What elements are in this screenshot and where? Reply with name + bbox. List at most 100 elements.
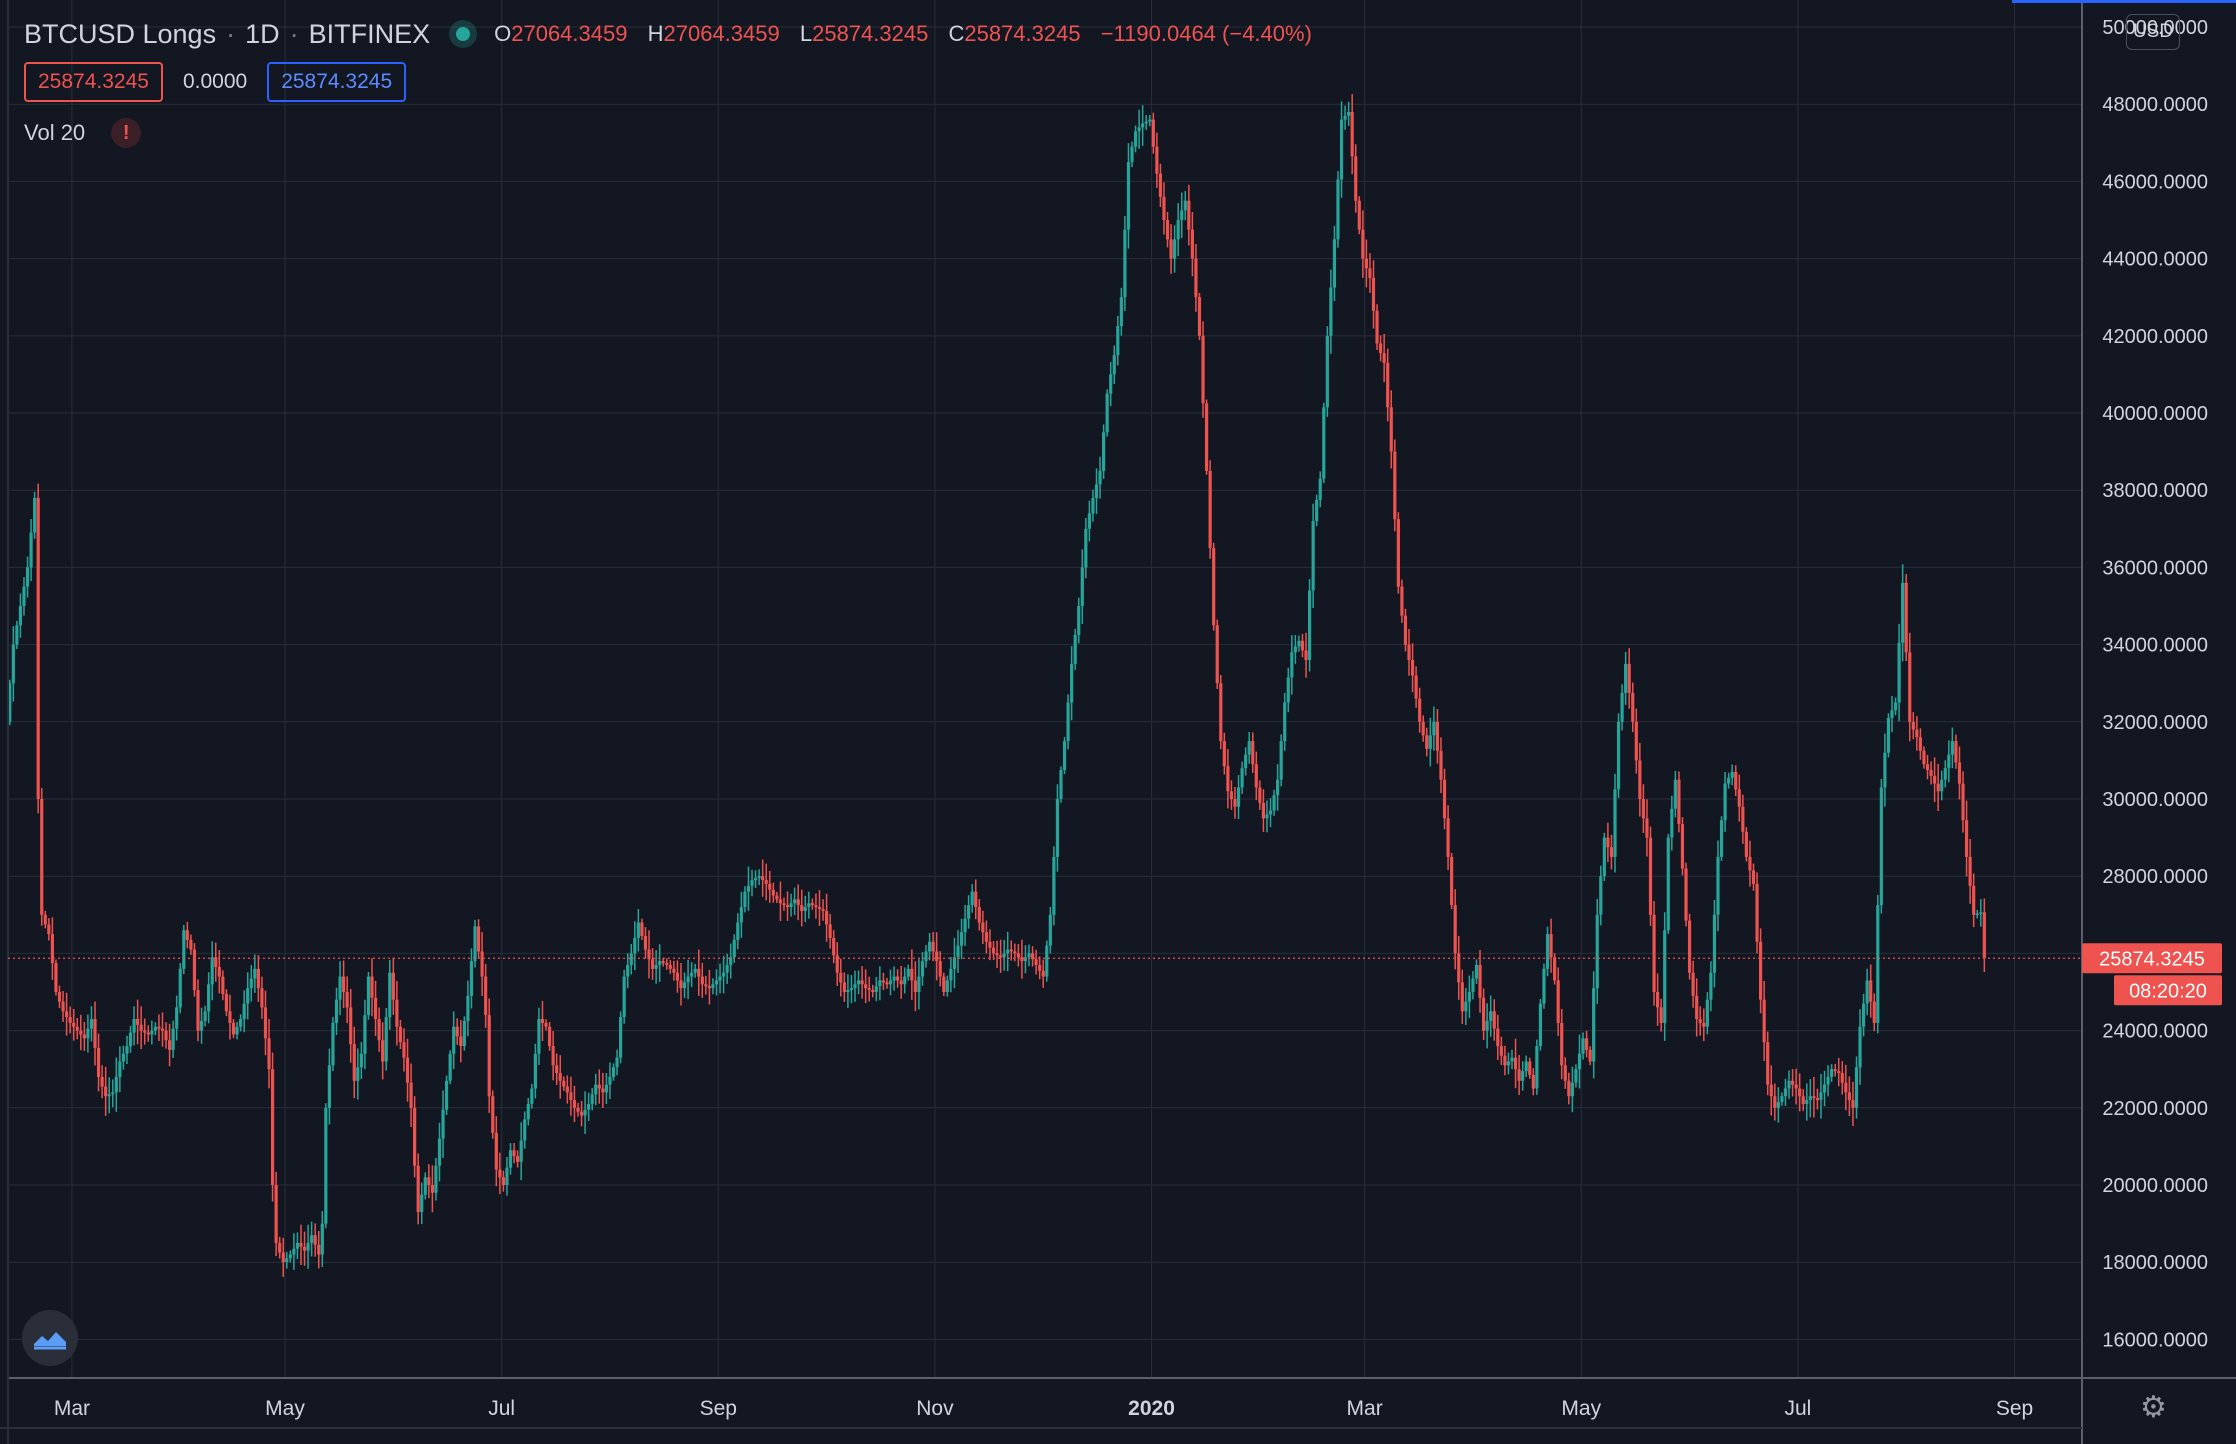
candle-body	[679, 980, 683, 989]
candle-body	[1201, 335, 1205, 404]
candle-body	[199, 1020, 204, 1031]
candle-body	[1116, 326, 1120, 356]
candle-body	[1446, 818, 1450, 857]
candle-body	[1961, 783, 1965, 821]
tradingview-logo-icon[interactable]	[22, 1310, 78, 1366]
candle-body	[867, 988, 871, 991]
candle-body	[1879, 787, 1883, 906]
candle-body	[139, 1024, 143, 1031]
candle-body	[508, 1150, 513, 1168]
candle-body	[1751, 870, 1756, 884]
candle-body	[1506, 1061, 1511, 1066]
candle-body	[1307, 590, 1312, 661]
currency-button[interactable]: USD	[2126, 14, 2180, 50]
candle-body	[231, 1022, 236, 1035]
candle-body	[89, 1019, 94, 1029]
candle-body	[171, 1028, 175, 1050]
candle-body	[615, 1057, 619, 1068]
candle-body	[1350, 111, 1354, 157]
candle-body	[1410, 660, 1415, 676]
candle-body	[1038, 964, 1042, 971]
candle-body	[434, 1165, 438, 1193]
candle-body	[1872, 1001, 1876, 1023]
candle-body	[903, 976, 907, 985]
close-value: 25874.3245	[964, 21, 1081, 46]
candle-body	[1055, 799, 1060, 857]
candle-body	[995, 953, 999, 956]
candle-body	[1311, 521, 1315, 591]
candle-body	[1712, 914, 1717, 973]
candle-body	[1794, 1084, 1798, 1089]
candle-body	[771, 889, 775, 896]
candle-body	[885, 982, 889, 985]
candle-body	[821, 909, 825, 911]
candle-body	[619, 1017, 623, 1058]
sell-price-button[interactable]: 25874.3245	[24, 62, 163, 102]
candle-body	[1322, 407, 1326, 479]
candle-body	[718, 976, 722, 981]
candle-body	[1897, 642, 1901, 703]
warning-icon[interactable]: !	[111, 118, 142, 148]
candle-body	[1854, 1067, 1859, 1108]
candle-body	[455, 1026, 459, 1037]
candle-body	[551, 1046, 555, 1066]
y-tick-label: 40000.0000	[2102, 403, 2208, 425]
candle-body	[1016, 953, 1020, 958]
candle-body	[871, 990, 875, 993]
close-label: C	[948, 21, 965, 46]
candle-body	[72, 1022, 76, 1027]
candle-body	[1389, 407, 1393, 452]
candle-body	[114, 1076, 118, 1093]
candle-body	[761, 876, 765, 881]
candle-body	[1773, 1096, 1777, 1108]
candle-body	[533, 1053, 537, 1089]
x-tick-label: 2020	[1128, 1397, 1175, 1420]
candle-body	[743, 891, 747, 908]
candle-body	[604, 1084, 609, 1093]
candle-body	[1698, 1019, 1702, 1023]
candle-body	[1276, 779, 1280, 796]
candle-body	[1702, 1022, 1706, 1027]
candle-body	[1979, 912, 1983, 914]
candle-body	[242, 1003, 246, 1020]
candle-body	[281, 1252, 285, 1263]
candle-body	[597, 1084, 601, 1089]
candle-body	[1261, 802, 1266, 819]
active-pane-indicator	[2012, 0, 2236, 3]
candle-body	[1339, 119, 1344, 180]
candle-body	[1499, 1046, 1503, 1056]
candle-body	[104, 1086, 108, 1097]
y-tick-label: 32000.0000	[2102, 712, 2208, 734]
candle-body	[239, 1019, 243, 1027]
candle-body	[1670, 808, 1674, 838]
candle-body	[1272, 795, 1276, 811]
buy-price-button[interactable]: 25874.3245	[267, 62, 407, 102]
candle-body	[1840, 1073, 1844, 1083]
candle-body	[1290, 652, 1294, 678]
volume-indicator[interactable]: Vol 20 !	[24, 118, 142, 148]
candle-body	[1631, 692, 1635, 722]
candle-body	[1602, 837, 1606, 877]
candle-body	[86, 1028, 90, 1039]
symbol-title[interactable]: BTCUSD Longs	[24, 18, 217, 49]
candle-body	[1656, 992, 1660, 1008]
candle-body	[555, 1065, 559, 1074]
candle-body	[317, 1244, 321, 1255]
candle-body	[136, 1019, 140, 1025]
candle-body	[96, 1047, 101, 1077]
candle-body	[1869, 980, 1873, 1002]
gear-icon[interactable]: ⚙	[2140, 1391, 2167, 1424]
candle-body	[1606, 837, 1610, 848]
candle-body	[111, 1092, 115, 1095]
interval-label[interactable]: 1D	[245, 18, 280, 49]
volume-indicator-label[interactable]: Vol 20	[24, 120, 86, 145]
candle-body	[249, 978, 253, 989]
candle-body	[643, 936, 648, 950]
candle-body	[1616, 721, 1621, 790]
y-tick-label: 48000.0000	[2102, 94, 2208, 116]
candle-body	[1851, 1100, 1855, 1108]
candle-body	[1247, 741, 1251, 755]
candle-body	[476, 926, 481, 952]
candle-body	[1538, 1003, 1543, 1047]
